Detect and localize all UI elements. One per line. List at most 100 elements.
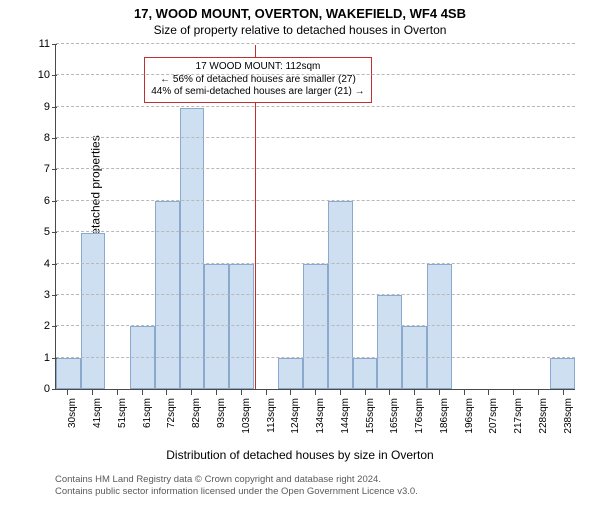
x-tick-slot: 41sqm xyxy=(80,390,105,450)
x-tick-mark xyxy=(290,390,291,395)
x-tick-mark xyxy=(439,390,440,395)
x-tick-label: 72sqm xyxy=(166,398,177,428)
x-tick-label: 30sqm xyxy=(67,398,78,428)
bar xyxy=(377,295,402,389)
x-tick-slot: 51sqm xyxy=(105,390,130,450)
attribution-line-2: Contains public sector information licen… xyxy=(55,486,600,498)
y-tick: 5 xyxy=(44,226,56,238)
bar xyxy=(303,264,328,389)
bar-slot xyxy=(105,45,130,389)
x-tick-label: 176sqm xyxy=(414,398,425,434)
bar-slot xyxy=(81,45,106,389)
x-tick-mark xyxy=(266,390,267,395)
x-tick-label: 113sqm xyxy=(266,398,277,433)
x-tick-mark xyxy=(464,390,465,395)
bar-slot xyxy=(452,45,477,389)
bar-slot xyxy=(402,45,427,389)
x-tick-slot: 228sqm xyxy=(526,390,551,450)
x-tick-mark xyxy=(241,390,242,395)
x-tick-mark xyxy=(513,390,514,395)
gridline xyxy=(56,357,575,358)
bar xyxy=(550,358,575,389)
y-tick: 1 xyxy=(44,352,56,364)
x-tick-slot: 93sqm xyxy=(204,390,229,450)
x-tick-slot: 124sqm xyxy=(278,390,303,450)
x-tick-label: 51sqm xyxy=(117,398,128,428)
x-tick-slot: 176sqm xyxy=(402,390,427,450)
gridline xyxy=(56,137,575,138)
bar xyxy=(278,358,303,389)
x-tick-label: 134sqm xyxy=(315,398,326,434)
bar-slot xyxy=(56,45,81,389)
x-tick-label: 196sqm xyxy=(464,398,475,434)
x-tick-label: 207sqm xyxy=(488,398,499,434)
x-tick-label: 124sqm xyxy=(290,398,301,434)
x-tick-mark xyxy=(216,390,217,395)
x-tick-slot: 196sqm xyxy=(451,390,476,450)
x-tick-mark xyxy=(166,390,167,395)
bar xyxy=(56,358,81,389)
x-tick-slot: 113sqm xyxy=(253,390,278,450)
page-title: 17, WOOD MOUNT, OVERTON, WAKEFIELD, WF4 … xyxy=(0,6,600,21)
x-tick-mark xyxy=(92,390,93,395)
bar xyxy=(328,201,353,389)
x-tick-slot: 165sqm xyxy=(377,390,402,450)
x-tick-label: 93sqm xyxy=(216,398,227,428)
y-tick: 9 xyxy=(44,101,56,113)
page-subtitle: Size of property relative to detached ho… xyxy=(0,23,600,37)
x-tick-label: 228sqm xyxy=(538,398,549,434)
x-tick-label: 217sqm xyxy=(513,398,524,434)
gridline xyxy=(56,168,575,169)
x-ticks-group: 30sqm 41sqm 51sqm 61sqm 72sqm 82sqm 93sqm 103sq… xyxy=(55,390,575,450)
x-tick-slot: 217sqm xyxy=(501,390,526,450)
x-tick-mark xyxy=(315,390,316,395)
gridline xyxy=(56,325,575,326)
x-tick-slot: 207sqm xyxy=(476,390,501,450)
gridline xyxy=(56,200,575,201)
bar xyxy=(427,264,452,389)
gridline xyxy=(56,43,575,44)
gridline xyxy=(56,74,575,75)
x-tick-slot: 134sqm xyxy=(303,390,328,450)
x-tick-label: 144sqm xyxy=(340,398,351,434)
plot-area: 17 WOOD MOUNT: 112sqm← 56% of detached h… xyxy=(55,45,575,390)
x-tick-label: 61sqm xyxy=(142,398,153,428)
x-tick-slot: 103sqm xyxy=(228,390,253,450)
x-tick-label: 238sqm xyxy=(563,398,574,434)
y-tick: 2 xyxy=(44,320,56,332)
x-tick-mark xyxy=(563,390,564,395)
bar xyxy=(204,264,229,389)
x-tick-label: 103sqm xyxy=(241,398,252,434)
x-tick-mark xyxy=(142,390,143,395)
x-tick-label: 41sqm xyxy=(92,398,103,428)
bar-slot xyxy=(501,45,526,389)
attribution-text: Contains HM Land Registry data © Crown c… xyxy=(55,474,600,499)
x-tick-slot: 82sqm xyxy=(179,390,204,450)
attribution-line-1: Contains HM Land Registry data © Crown c… xyxy=(55,474,600,486)
annotation-line: 44% of semi-detached houses are larger (… xyxy=(151,86,364,99)
x-tick-label: 82sqm xyxy=(191,398,202,428)
bar-slot xyxy=(526,45,551,389)
x-tick-mark xyxy=(488,390,489,395)
bar-slot xyxy=(476,45,501,389)
x-axis-caption: Distribution of detached houses by size … xyxy=(0,448,600,462)
bar xyxy=(81,233,106,389)
bar xyxy=(353,358,378,389)
chart-container: Number of detached properties 17 WOOD MO… xyxy=(55,45,575,390)
y-tick: 7 xyxy=(44,163,56,175)
x-tick-slot: 155sqm xyxy=(352,390,377,450)
bar-slot xyxy=(550,45,575,389)
x-tick-mark xyxy=(365,390,366,395)
x-tick-slot: 144sqm xyxy=(327,390,352,450)
y-tick: 11 xyxy=(39,38,56,50)
annotation-box: 17 WOOD MOUNT: 112sqm← 56% of detached h… xyxy=(144,57,371,103)
y-tick: 4 xyxy=(44,258,56,270)
x-tick-label: 155sqm xyxy=(365,398,376,434)
bar xyxy=(155,201,180,389)
bar xyxy=(402,326,427,389)
x-tick-mark xyxy=(191,390,192,395)
gridline xyxy=(56,263,575,264)
x-tick-slot: 72sqm xyxy=(154,390,179,450)
y-tick: 8 xyxy=(44,132,56,144)
x-tick-slot: 30sqm xyxy=(55,390,80,450)
